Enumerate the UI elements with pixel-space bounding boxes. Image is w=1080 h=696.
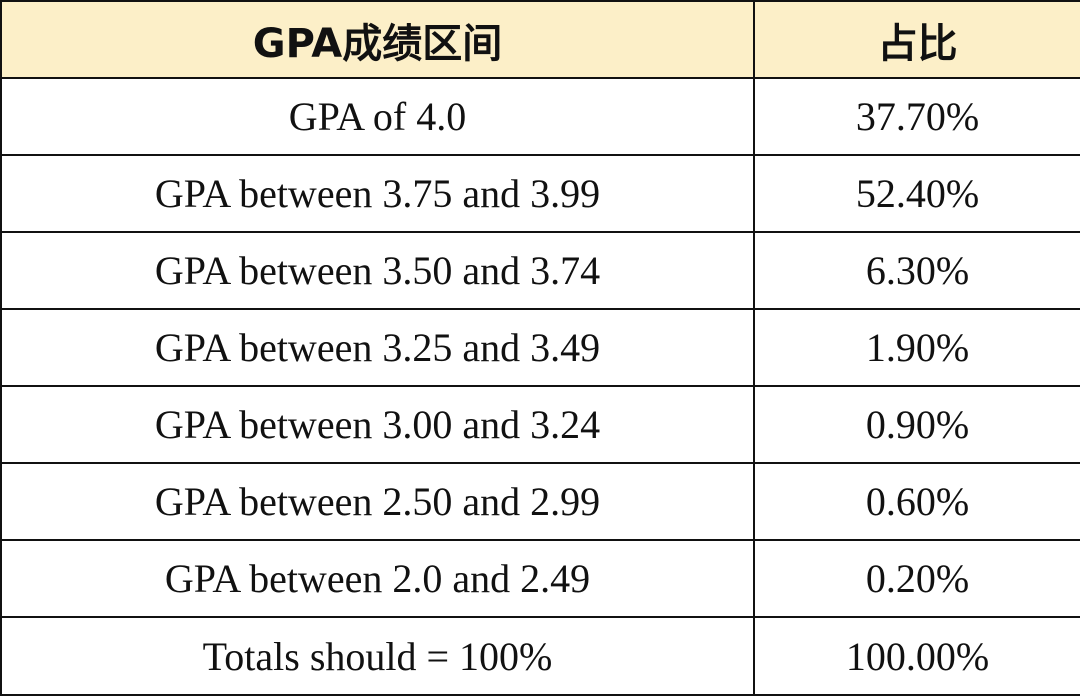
table-row: GPA between 2.50 and 2.99 0.60% bbox=[0, 462, 1080, 541]
gpa-range-cell: GPA of 4.0 bbox=[0, 77, 755, 156]
percentage-cell: 1.90% bbox=[753, 308, 1080, 387]
gpa-range-cell: GPA between 3.00 and 3.24 bbox=[0, 385, 755, 464]
table-header-row: GPA成绩区间 占比 bbox=[0, 0, 1080, 79]
gpa-range-cell: GPA between 3.25 and 3.49 bbox=[0, 308, 755, 387]
table-row: GPA between 3.75 and 3.99 52.40% bbox=[0, 154, 1080, 233]
table-row: GPA between 3.25 and 3.49 1.90% bbox=[0, 308, 1080, 387]
table-total-row: Totals should = 100% 100.00% bbox=[0, 616, 1080, 696]
gpa-range-cell: GPA between 2.50 and 2.99 bbox=[0, 462, 755, 541]
percentage-cell: 6.30% bbox=[753, 231, 1080, 310]
percentage-cell: 0.90% bbox=[753, 385, 1080, 464]
header-percentage: 占比 bbox=[753, 0, 1080, 79]
total-percentage-cell: 100.00% bbox=[753, 616, 1080, 696]
table-row: GPA between 3.00 and 3.24 0.90% bbox=[0, 385, 1080, 464]
table-row: GPA of 4.0 37.70% bbox=[0, 77, 1080, 156]
table-row: GPA between 2.0 and 2.49 0.20% bbox=[0, 539, 1080, 618]
gpa-range-cell: GPA between 3.75 and 3.99 bbox=[0, 154, 755, 233]
percentage-cell: 0.20% bbox=[753, 539, 1080, 618]
gpa-range-cell: GPA between 2.0 and 2.49 bbox=[0, 539, 755, 618]
percentage-cell: 0.60% bbox=[753, 462, 1080, 541]
header-gpa-range: GPA成绩区间 bbox=[0, 0, 755, 79]
percentage-cell: 52.40% bbox=[753, 154, 1080, 233]
total-label-cell: Totals should = 100% bbox=[0, 616, 755, 696]
percentage-cell: 37.70% bbox=[753, 77, 1080, 156]
table-row: GPA between 3.50 and 3.74 6.30% bbox=[0, 231, 1080, 310]
gpa-range-cell: GPA between 3.50 and 3.74 bbox=[0, 231, 755, 310]
